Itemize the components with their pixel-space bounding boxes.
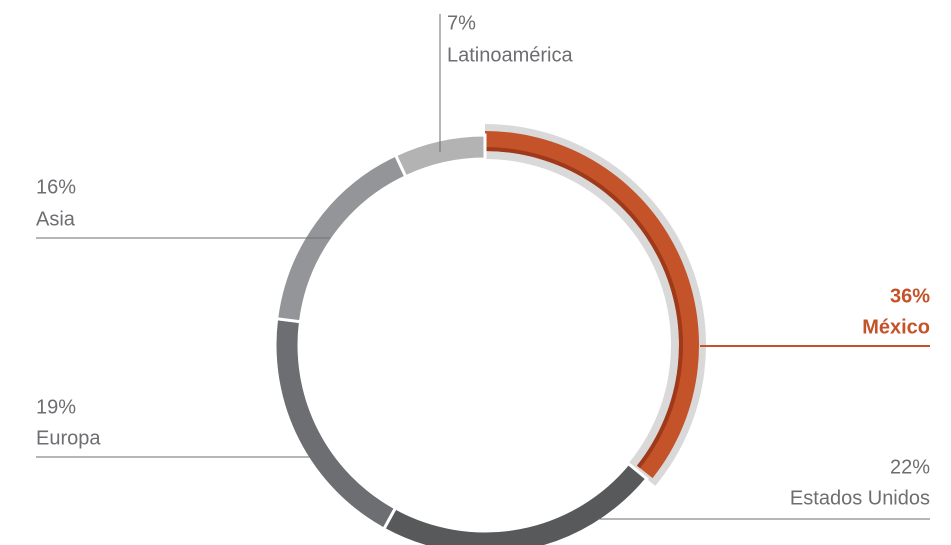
slice (393, 133, 487, 179)
category-label: Asia (36, 208, 76, 230)
category-label: Estados Unidos (790, 487, 930, 509)
value-label: 7% (447, 12, 476, 34)
slice-edge (485, 147, 683, 469)
slice (273, 317, 398, 532)
category-label: Latinoamérica (447, 44, 574, 66)
value-label: 19% (36, 396, 76, 418)
category-label: México (862, 316, 930, 338)
value-label: 22% (890, 456, 930, 478)
slice (381, 461, 649, 545)
value-label: 16% (36, 176, 76, 198)
slice (485, 131, 699, 479)
category-label: Europa (36, 427, 101, 449)
value-label: 36% (890, 285, 930, 307)
